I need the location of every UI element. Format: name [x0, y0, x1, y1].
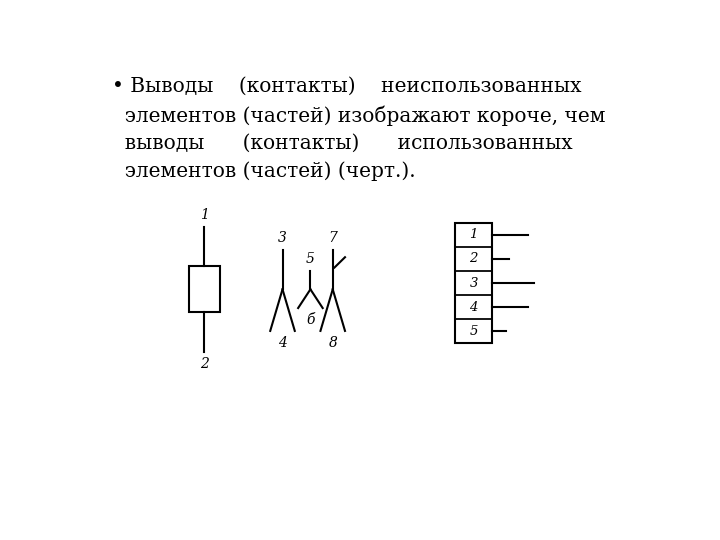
Text: б: б [306, 313, 315, 327]
Text: 1: 1 [469, 228, 478, 241]
Text: 3: 3 [278, 231, 287, 245]
Text: 5: 5 [306, 252, 315, 266]
Text: 2: 2 [469, 253, 478, 266]
Bar [189, 266, 220, 312]
Text: • Выводы    (контакты)    неиспользованных
  элементов (частей) изображают короч: • Выводы (контакты) неиспользованных эле… [112, 77, 606, 181]
Text: 4: 4 [469, 301, 478, 314]
Bar [456, 223, 492, 343]
Text: 5: 5 [469, 325, 478, 338]
Text: 3: 3 [469, 276, 478, 289]
Text: 4: 4 [278, 336, 287, 350]
Text: 1: 1 [200, 208, 209, 222]
Text: 7: 7 [328, 231, 337, 245]
Text: 8: 8 [328, 336, 337, 350]
Text: 2: 2 [200, 357, 209, 370]
